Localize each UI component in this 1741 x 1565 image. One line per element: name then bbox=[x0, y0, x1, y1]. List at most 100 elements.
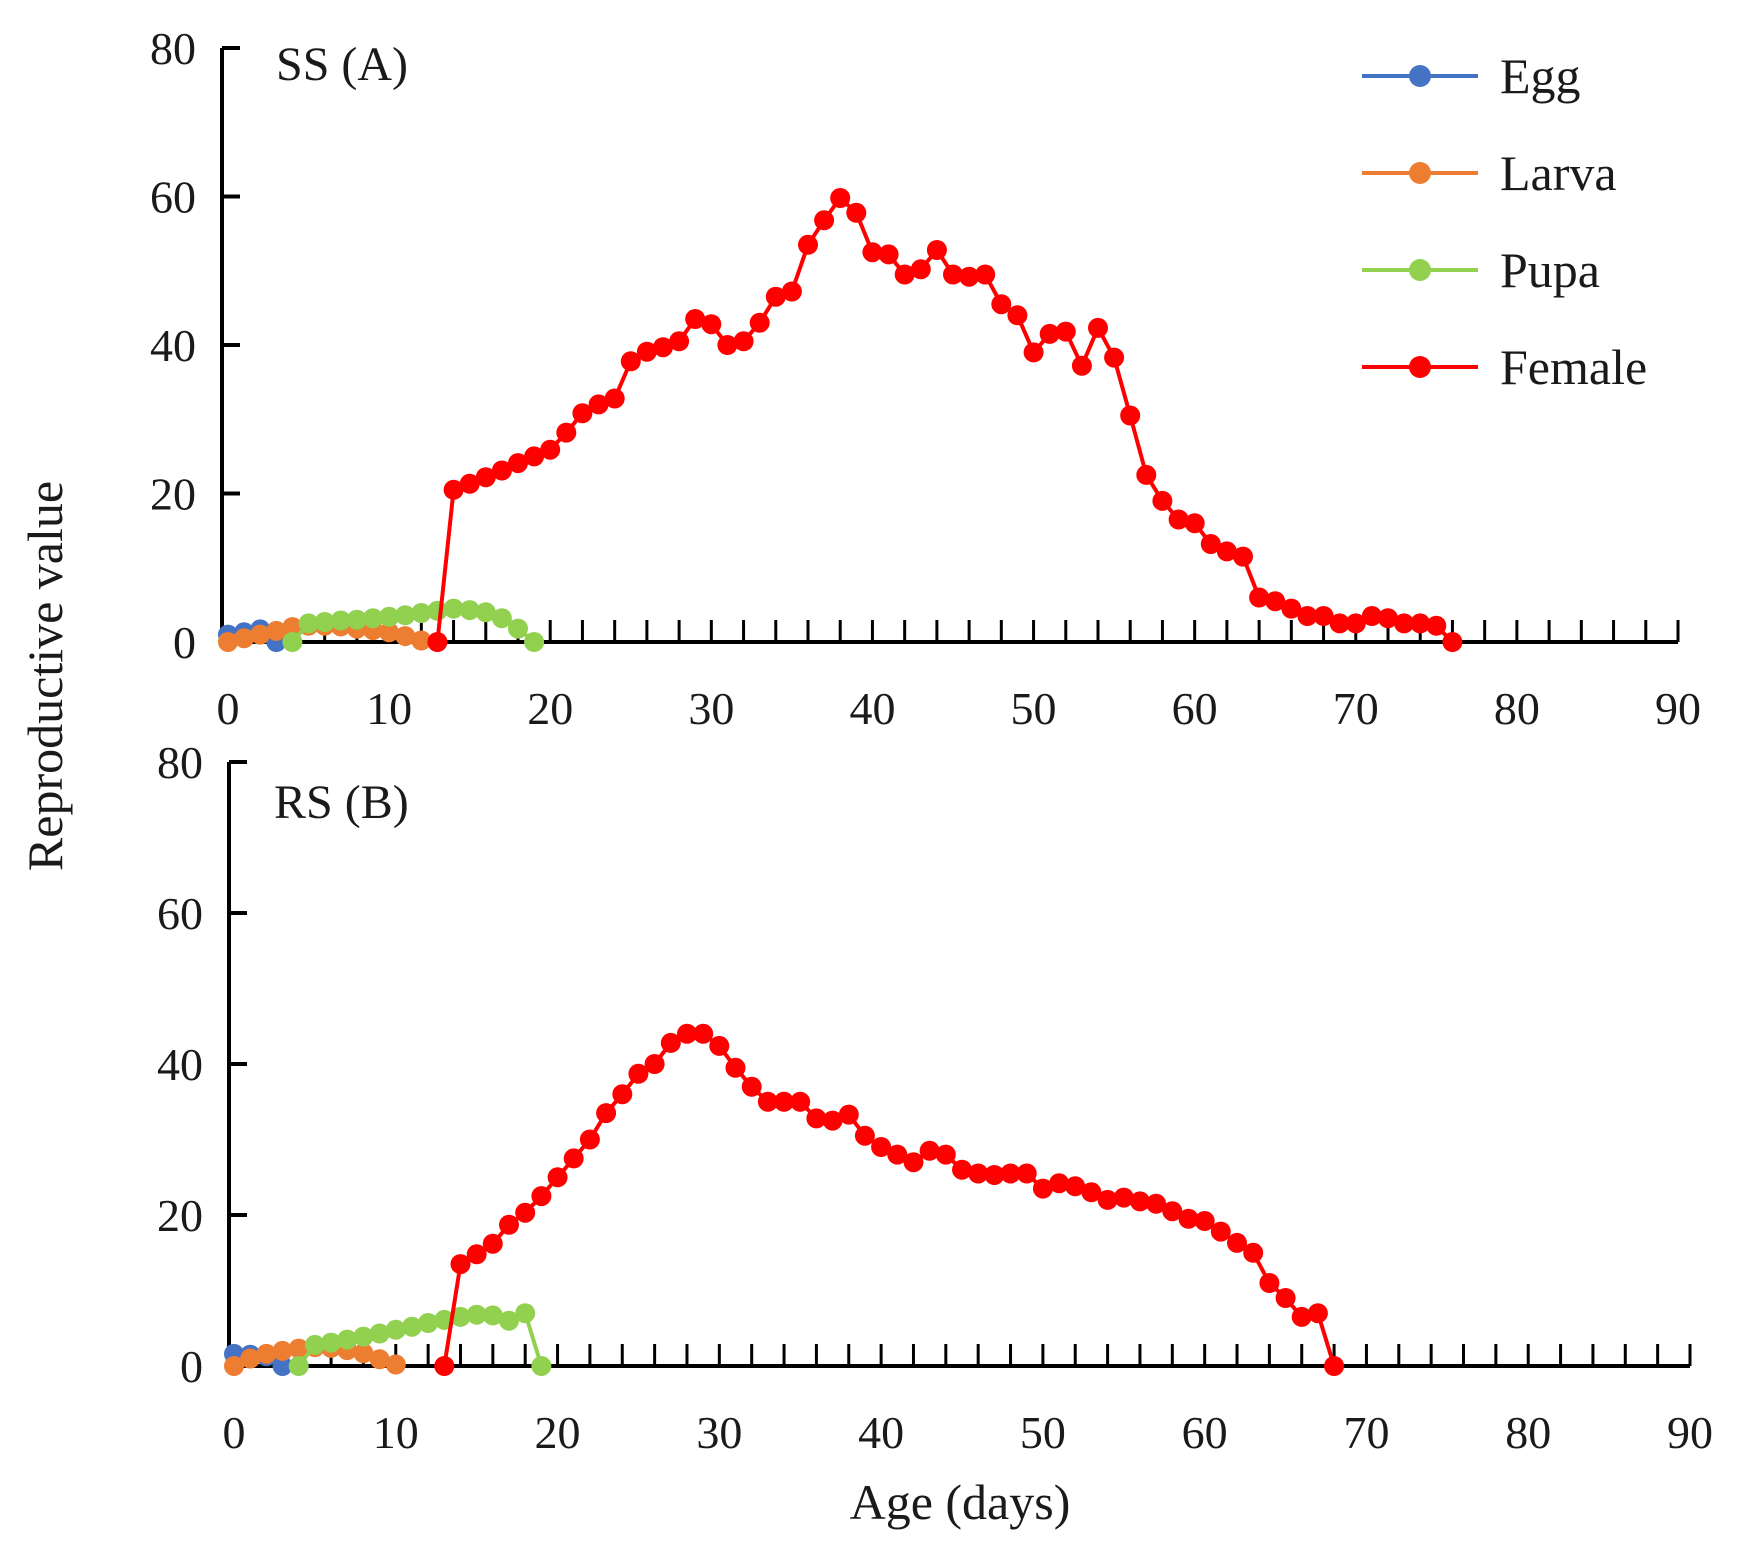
point-female-b-47 bbox=[984, 1165, 1005, 1185]
point-female-a-61 bbox=[1200, 534, 1221, 554]
point-female-b-27 bbox=[660, 1032, 681, 1053]
point-larva-a-11 bbox=[395, 626, 416, 647]
x-tick-label-b-0: 0 bbox=[223, 1407, 246, 1458]
point-pupa-b-11 bbox=[402, 1316, 422, 1337]
point-pupa-b-7 bbox=[337, 1329, 358, 1350]
point-larva-b-3 bbox=[272, 1340, 293, 1361]
legend: Egg Larva Pupa Female bbox=[1362, 48, 1647, 395]
x-tick-label-b-10: 10 bbox=[373, 1407, 419, 1458]
point-female-a-23 bbox=[588, 394, 609, 415]
point-female-a-73 bbox=[1394, 613, 1415, 634]
point-pupa-b-5 bbox=[304, 1334, 325, 1355]
point-female-a-69 bbox=[1329, 613, 1350, 634]
point-larva-a-3 bbox=[266, 620, 287, 641]
panel-ss-a: SS (A) 0 20 40 60 80 0 10 20 30 40 50 60 70 80 90 bbox=[150, 23, 1701, 734]
point-pupa-b-4 bbox=[288, 1356, 309, 1376]
x-tick-label-b-60: 60 bbox=[1182, 1407, 1228, 1458]
point-female-a-16 bbox=[475, 467, 496, 488]
point-female-b-40 bbox=[871, 1137, 892, 1157]
point-female-b-20 bbox=[547, 1167, 568, 1188]
panel-a-series bbox=[218, 188, 1463, 652]
point-egg-b-3 bbox=[272, 1356, 293, 1376]
legend-label-larva: Larva bbox=[1500, 145, 1617, 201]
point-female-b-65 bbox=[1275, 1288, 1296, 1308]
point-female-a-31 bbox=[717, 335, 738, 355]
point-female-b-60 bbox=[1194, 1211, 1215, 1231]
point-female-a-75 bbox=[1426, 615, 1447, 636]
series-larva-a bbox=[218, 615, 432, 652]
point-female-b-16 bbox=[482, 1233, 503, 1254]
point-larva-b-0 bbox=[224, 1356, 244, 1376]
point-pupa-b-12 bbox=[418, 1313, 439, 1333]
x-tick-label-b-40: 40 bbox=[858, 1407, 904, 1458]
point-pupa-b-9 bbox=[369, 1323, 390, 1344]
point-female-a-66 bbox=[1281, 598, 1302, 619]
point-pupa-b-19 bbox=[531, 1356, 552, 1376]
point-female-b-13 bbox=[434, 1356, 455, 1376]
x-tick-label-b-80: 80 bbox=[1505, 1407, 1551, 1458]
point-female-b-57 bbox=[1146, 1193, 1167, 1214]
point-female-b-55 bbox=[1113, 1187, 1134, 1208]
legend-label-egg: Egg bbox=[1500, 48, 1581, 104]
point-female-b-42 bbox=[903, 1152, 924, 1173]
point-female-a-32 bbox=[733, 331, 754, 352]
point-female-a-33 bbox=[749, 312, 770, 333]
point-female-b-64 bbox=[1259, 1273, 1280, 1293]
y-tick-label-a-60: 60 bbox=[150, 172, 196, 223]
point-female-b-21 bbox=[563, 1148, 584, 1169]
point-female-b-58 bbox=[1162, 1201, 1183, 1222]
point-larva-a-10 bbox=[379, 622, 400, 643]
x-tick-label-a-30: 30 bbox=[688, 683, 734, 734]
point-female-a-48 bbox=[991, 294, 1012, 315]
point-female-b-67 bbox=[1307, 1303, 1328, 1324]
point-female-a-52 bbox=[1055, 321, 1076, 342]
point-female-b-26 bbox=[644, 1054, 665, 1074]
series-female-a bbox=[427, 188, 1463, 652]
point-female-a-42 bbox=[894, 264, 915, 285]
point-pupa-b-14 bbox=[450, 1306, 471, 1327]
point-pupa-a-4 bbox=[282, 632, 303, 652]
series-pupa-a bbox=[282, 598, 545, 652]
point-female-b-18 bbox=[515, 1202, 536, 1223]
point-female-b-38 bbox=[838, 1104, 859, 1125]
point-female-a-18 bbox=[508, 453, 528, 474]
x-tick-label-a-40: 40 bbox=[849, 683, 895, 734]
point-female-a-27 bbox=[653, 337, 673, 358]
point-female-a-38 bbox=[830, 188, 851, 208]
point-pupa-a-14 bbox=[443, 598, 464, 619]
point-female-a-50 bbox=[1023, 342, 1044, 363]
panel-b-axes: 0 20 40 60 80 0 10 20 30 40 50 60 70 80 90 bbox=[157, 737, 1713, 1458]
point-female-a-64 bbox=[1249, 587, 1270, 608]
point-female-a-59 bbox=[1168, 509, 1189, 530]
point-female-a-40 bbox=[862, 242, 883, 263]
point-female-b-33 bbox=[757, 1091, 778, 1112]
point-female-a-49 bbox=[1007, 305, 1028, 326]
point-pupa-a-15 bbox=[459, 600, 480, 621]
point-female-a-36 bbox=[798, 234, 818, 255]
x-tick-label-a-90: 90 bbox=[1655, 683, 1701, 734]
point-female-a-57 bbox=[1136, 464, 1157, 485]
point-female-b-45 bbox=[952, 1159, 972, 1180]
point-female-b-24 bbox=[612, 1084, 633, 1105]
point-female-b-36 bbox=[806, 1108, 827, 1129]
point-female-b-37 bbox=[822, 1110, 843, 1131]
x-tick-label-b-70: 70 bbox=[1343, 1407, 1389, 1458]
point-female-a-63 bbox=[1233, 546, 1253, 567]
y-axis-title: Reproductive value bbox=[17, 481, 73, 871]
series-line-female-b bbox=[442, 1031, 1337, 1367]
point-female-b-35 bbox=[790, 1091, 811, 1112]
point-pupa-b-18 bbox=[515, 1303, 536, 1324]
point-female-b-25 bbox=[628, 1063, 649, 1084]
legend-label-female: Female bbox=[1500, 339, 1647, 395]
point-larva-b-1 bbox=[240, 1348, 261, 1369]
x-tick-label-a-10: 10 bbox=[366, 683, 412, 734]
point-female-b-41 bbox=[887, 1144, 908, 1165]
point-pupa-a-18 bbox=[508, 618, 528, 639]
point-pupa-a-10 bbox=[379, 606, 400, 627]
panel-label-rs-b: RS (B) bbox=[274, 776, 409, 829]
point-female-a-45 bbox=[943, 264, 963, 285]
point-female-a-37 bbox=[814, 210, 835, 231]
point-female-b-31 bbox=[725, 1057, 746, 1078]
point-female-a-46 bbox=[959, 266, 980, 287]
point-female-a-65 bbox=[1265, 591, 1286, 612]
